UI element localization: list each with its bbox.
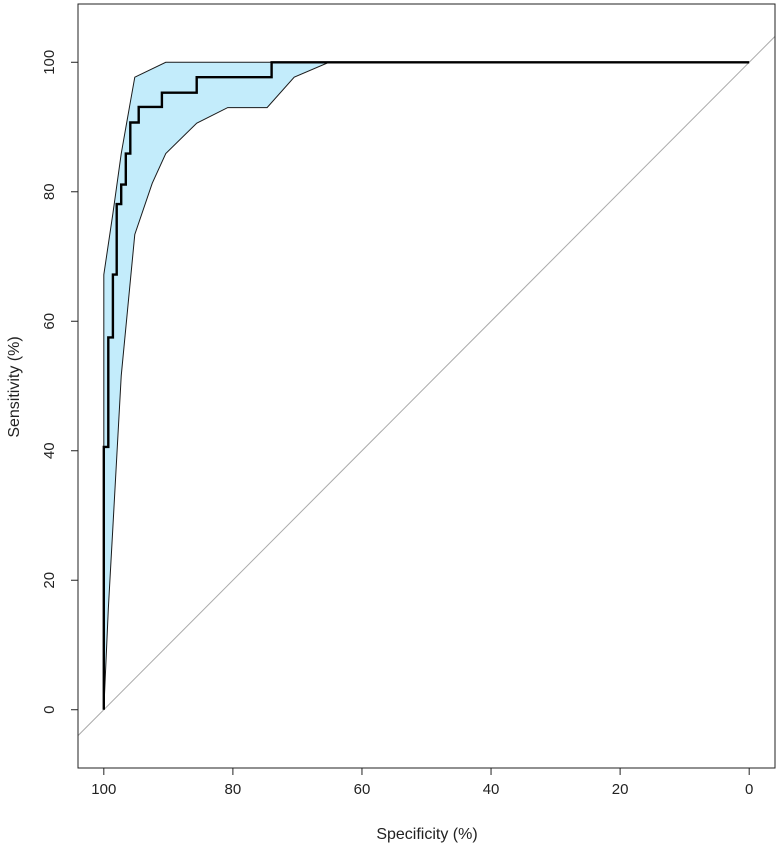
plot-inner — [78, 35, 775, 737]
plot-frame — [77, 3, 776, 769]
x-tick-label: 20 — [612, 781, 629, 798]
reference-diagonal-line — [78, 35, 775, 737]
roc-curve — [102, 61, 750, 710]
x-tick-label: 40 — [483, 781, 500, 798]
plot-area — [78, 35, 775, 737]
x-tick-label: 100 — [91, 781, 116, 798]
y-tick-label: 60 — [41, 313, 58, 330]
x-axis-label: Specificity (%) — [376, 826, 477, 843]
y-tick-label: 100 — [41, 50, 58, 75]
y-tick-label: 40 — [41, 442, 58, 459]
y-tick-label: 20 — [41, 572, 58, 589]
x-tick-label: 0 — [745, 781, 753, 798]
y-tick-label: 80 — [41, 183, 58, 200]
y-axis-label: Sensitivity (%) — [6, 336, 23, 437]
axes: 100 80 60 40 20 0 0 20 40 60 80 100 — [41, 3, 776, 798]
x-tick-label: 60 — [354, 781, 371, 798]
y-tick-label: 0 — [41, 706, 58, 714]
x-tick-label: 80 — [225, 781, 242, 798]
confidence-band — [103, 61, 750, 710]
